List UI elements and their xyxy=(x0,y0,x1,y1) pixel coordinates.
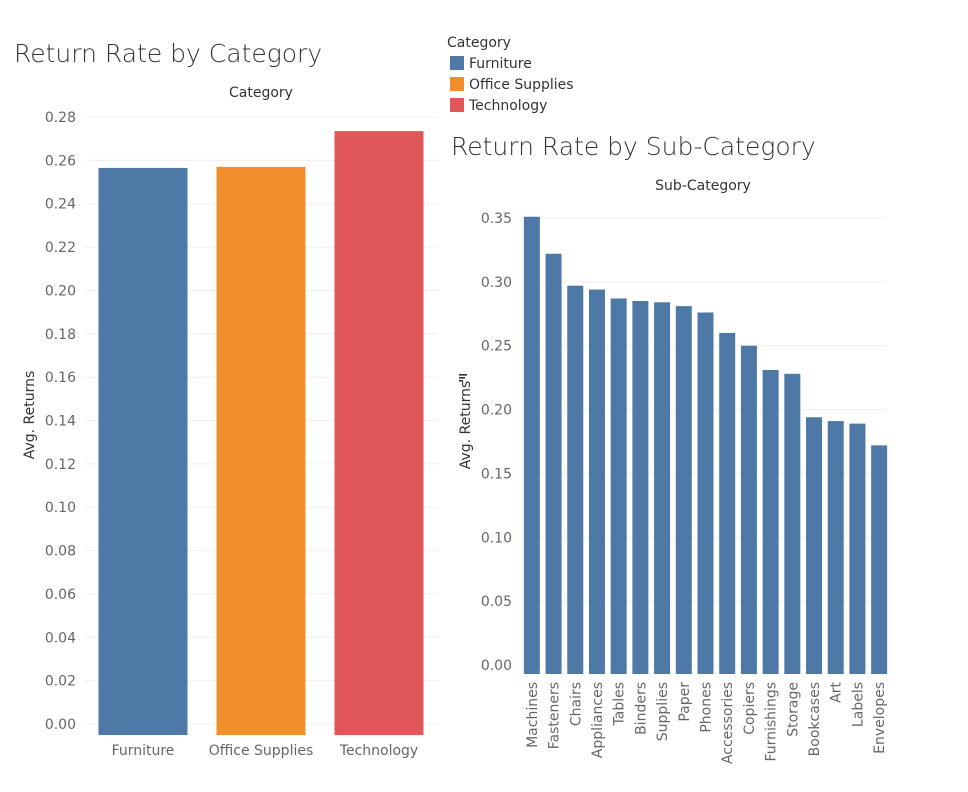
y-tick-label: 0.06 xyxy=(45,587,76,603)
bar-fasteners[interactable] xyxy=(545,253,562,674)
y-axis-ticks: 0.00 0.05 0.10 0.15 0.20 0.25 0.30 0.35 xyxy=(481,211,512,674)
y-tick-label: 0.02 xyxy=(45,674,76,690)
y-tick-label: 0.26 xyxy=(45,153,76,169)
x-tick-label: Machines xyxy=(525,682,541,748)
bars xyxy=(98,131,424,735)
bar-copiers[interactable] xyxy=(740,345,757,674)
y-tick-label: 0.14 xyxy=(45,414,76,430)
y-tick-label: 0.22 xyxy=(45,240,76,256)
bar-supplies[interactable] xyxy=(654,302,671,674)
y-tick-label: 0.16 xyxy=(45,370,76,386)
y-tick-label: 0.10 xyxy=(45,500,76,516)
y-tick-label: 0.00 xyxy=(45,717,76,733)
legend-items[interactable]: Furniture Office Supplies Technology xyxy=(450,56,574,114)
bar-phones[interactable] xyxy=(697,312,714,674)
y-tick-label: 0.15 xyxy=(481,466,512,482)
x-tick-label: Accessories xyxy=(720,682,736,764)
x-axis-ticks: Machines Fasteners Chairs Appliances Tables B… xyxy=(525,681,888,764)
color-legend[interactable]: Category Furniture Office Supplies Technol… xyxy=(447,35,574,114)
legend-swatch xyxy=(450,98,464,112)
y-tick-label: 0.35 xyxy=(481,211,512,227)
x-tick-label: Binders xyxy=(633,682,649,735)
y-axis-title: Avg. Returns xyxy=(22,371,38,460)
x-tick-label: Envelopes xyxy=(872,682,888,754)
column-header: Category xyxy=(229,85,293,101)
bar-accessories[interactable] xyxy=(719,332,736,674)
legend-swatch xyxy=(450,77,464,91)
x-tick-label: Paper xyxy=(677,682,693,722)
bars xyxy=(523,216,888,675)
x-tick-label: Technology xyxy=(339,743,418,759)
y-tick-label: 0.30 xyxy=(481,275,512,291)
legend-item-technology[interactable]: Technology xyxy=(450,98,547,114)
bar-envelopes[interactable] xyxy=(871,445,888,674)
column-header: Sub-Category xyxy=(655,178,751,194)
legend-swatch xyxy=(450,56,464,70)
chart-title: Return Rate by Category xyxy=(14,39,322,68)
legend-title: Category xyxy=(447,35,511,51)
y-tick-label: 0.04 xyxy=(45,630,76,646)
x-tick-label: Storage xyxy=(785,682,801,737)
legend-label: Furniture xyxy=(469,56,532,72)
y-tick-label: 0.25 xyxy=(481,339,512,355)
y-tick-label: 0.05 xyxy=(481,594,512,610)
chart-return-rate-by-category: Return Rate by Category Category 0.000.0… xyxy=(14,39,438,759)
bar-technology[interactable] xyxy=(334,131,424,735)
x-tick-label: Supplies xyxy=(655,682,671,741)
x-tick-label: Copiers xyxy=(742,682,758,735)
y-tick-label: 0.20 xyxy=(45,283,76,299)
legend-label: Technology xyxy=(468,98,547,114)
bar-machines[interactable] xyxy=(523,216,540,675)
y-tick-label: 0.24 xyxy=(45,197,76,213)
x-tick-label: Appliances xyxy=(590,682,606,758)
bar-tables[interactable] xyxy=(610,298,627,674)
bar-binders[interactable] xyxy=(632,301,649,674)
sort-descending-icon[interactable] xyxy=(459,374,467,382)
bar-furniture[interactable] xyxy=(98,167,188,735)
y-tick-label: 0.00 xyxy=(481,658,512,674)
x-tick-label: Furniture xyxy=(112,743,175,759)
bar-storage[interactable] xyxy=(784,373,801,674)
bar-appliances[interactable] xyxy=(588,289,605,674)
y-tick-label: 0.08 xyxy=(45,544,76,560)
legend-item-office-supplies[interactable]: Office Supplies xyxy=(450,77,574,93)
legend-item-furniture[interactable]: Furniture xyxy=(450,56,532,72)
x-axis-ticks: Furniture Office Supplies Technology xyxy=(112,743,419,759)
bar-chairs[interactable] xyxy=(567,285,584,674)
y-tick-label: 0.10 xyxy=(481,530,512,546)
x-tick-label: Office Supplies xyxy=(209,743,314,759)
bar-labels[interactable] xyxy=(849,423,866,674)
bar-bookcases[interactable] xyxy=(806,417,823,674)
y-tick-label: 0.20 xyxy=(481,403,512,419)
legend-label: Office Supplies xyxy=(469,77,574,93)
y-axis-ticks: 0.00 0.02 0.04 0.06 0.08 0.10 0.12 0.14 0.16 0.18… xyxy=(45,110,76,733)
x-tick-label: Labels xyxy=(850,682,866,727)
y-tick-label: 0.12 xyxy=(45,457,76,473)
x-tick-label: Phones xyxy=(699,682,715,733)
y-axis-title: Avg. Returns xyxy=(458,381,474,470)
x-tick-label: Furnishings xyxy=(764,682,780,762)
x-tick-label: Art xyxy=(829,681,845,702)
x-tick-label: Chairs xyxy=(568,682,584,726)
chart-title: Return Rate by Sub-Category xyxy=(451,132,816,161)
y-tick-label: 0.28 xyxy=(45,110,76,126)
x-tick-label: Bookcases xyxy=(807,682,823,756)
bar-paper[interactable] xyxy=(675,306,692,674)
bar-art[interactable] xyxy=(827,421,844,674)
bar-furnishings[interactable] xyxy=(762,369,779,674)
x-tick-label: Fasteners xyxy=(547,682,563,749)
y-tick-label: 0.18 xyxy=(45,327,76,343)
x-tick-label: Tables xyxy=(612,682,628,727)
bar-office-supplies[interactable] xyxy=(216,166,306,735)
chart-return-rate-by-sub-category: Return Rate by Sub-Category Sub-Category… xyxy=(451,132,888,764)
